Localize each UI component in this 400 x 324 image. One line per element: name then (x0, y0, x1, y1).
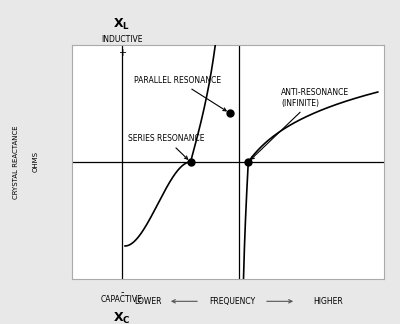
Text: LOWER: LOWER (134, 297, 162, 306)
Text: FREQUENCY: FREQUENCY (209, 297, 255, 306)
Text: SERIES RESONANCE: SERIES RESONANCE (128, 134, 205, 159)
Text: ANTI-RESONANCE
(INFINITE): ANTI-RESONANCE (INFINITE) (251, 88, 349, 159)
Text: PARALLEL RESONANCE: PARALLEL RESONANCE (134, 76, 226, 111)
Text: OHMS: OHMS (33, 152, 39, 172)
Text: +: + (118, 48, 126, 58)
Text: $\mathbf{X_L}$: $\mathbf{X_L}$ (114, 17, 130, 32)
Text: CRYSTAL REACTANCE: CRYSTAL REACTANCE (13, 125, 19, 199)
Text: INDUCTIVE: INDUCTIVE (101, 35, 143, 44)
Text: -: - (120, 287, 124, 297)
Text: HIGHER: HIGHER (313, 297, 343, 306)
Text: $\mathbf{X_C}$: $\mathbf{X_C}$ (113, 311, 131, 324)
Text: CAPACTIVE: CAPACTIVE (101, 295, 143, 304)
